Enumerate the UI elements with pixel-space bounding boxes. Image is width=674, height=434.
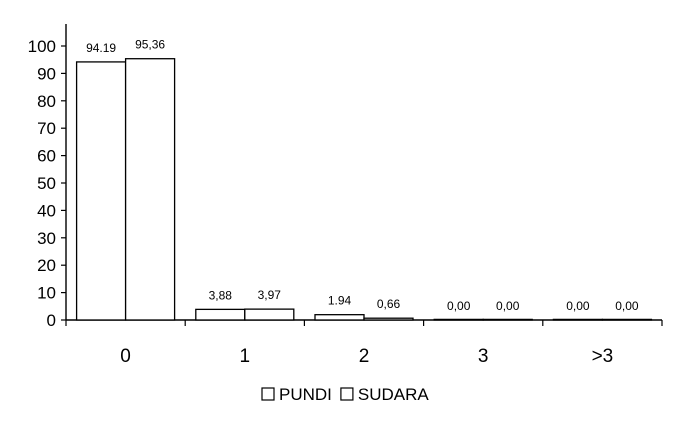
legend-swatch-sudara [340, 387, 354, 401]
y-tick-label: 50 [37, 174, 56, 193]
data-label-sudara: 0,66 [377, 297, 401, 311]
bar-sudara [363, 317, 414, 321]
x-category-label: 1 [240, 346, 251, 367]
data-label-sudara: 3,97 [258, 288, 282, 302]
data-label-pundi: 94.19 [86, 41, 116, 55]
data-label-pundi: 1.94 [328, 294, 352, 308]
legend-label-sudara: SUDARA [358, 385, 430, 404]
data-label-pundi: 0,00 [447, 299, 471, 313]
y-tick-label: 70 [37, 119, 56, 138]
y-tick-label: 100 [28, 37, 56, 56]
bar-pundi [433, 318, 484, 321]
legend-swatch-pundi [261, 387, 275, 401]
y-tick-label: 0 [47, 311, 56, 330]
y-axis-ticks: 0 10 20 30 40 50 60 70 80 90 100 [28, 37, 66, 330]
x-category-label: 2 [359, 346, 370, 367]
legend: PUNDI SUDARA [261, 385, 430, 404]
bar-pundi [195, 308, 246, 321]
x-category-label: >3 [592, 346, 614, 367]
legend-label-pundi: PUNDI [279, 385, 332, 404]
bar-sudara [482, 318, 533, 321]
y-tick-label: 80 [37, 92, 56, 111]
data-label-sudara: 0,00 [496, 299, 520, 313]
bar-pundi [552, 318, 604, 321]
data-label-pundi: 0,00 [566, 299, 590, 313]
x-axis-ticks: 0 1 2 3 >3 [65, 320, 663, 367]
bars [75, 58, 653, 321]
bar-pundi [314, 314, 365, 321]
bar-pundi [75, 61, 127, 321]
x-category-label: 0 [120, 346, 131, 367]
y-tick-label: 30 [37, 229, 56, 248]
y-tick-label: 40 [37, 201, 56, 220]
y-tick-label: 20 [37, 256, 56, 275]
data-label-sudara: 0,00 [615, 299, 639, 313]
y-tick-label: 60 [37, 147, 56, 166]
data-labels: 94.19 95,36 3,88 3,97 1.94 0,66 0,00 0,00 0,00 0,… [86, 38, 639, 313]
y-tick-label: 90 [37, 64, 56, 83]
data-label-pundi: 3,88 [209, 288, 233, 302]
bar-sudara [601, 318, 653, 321]
data-label-sudara: 95,36 [135, 38, 165, 52]
bar-sudara [124, 58, 176, 321]
bar-sudara [244, 308, 295, 321]
y-tick-label: 10 [37, 284, 56, 303]
x-category-label: 3 [478, 346, 489, 367]
